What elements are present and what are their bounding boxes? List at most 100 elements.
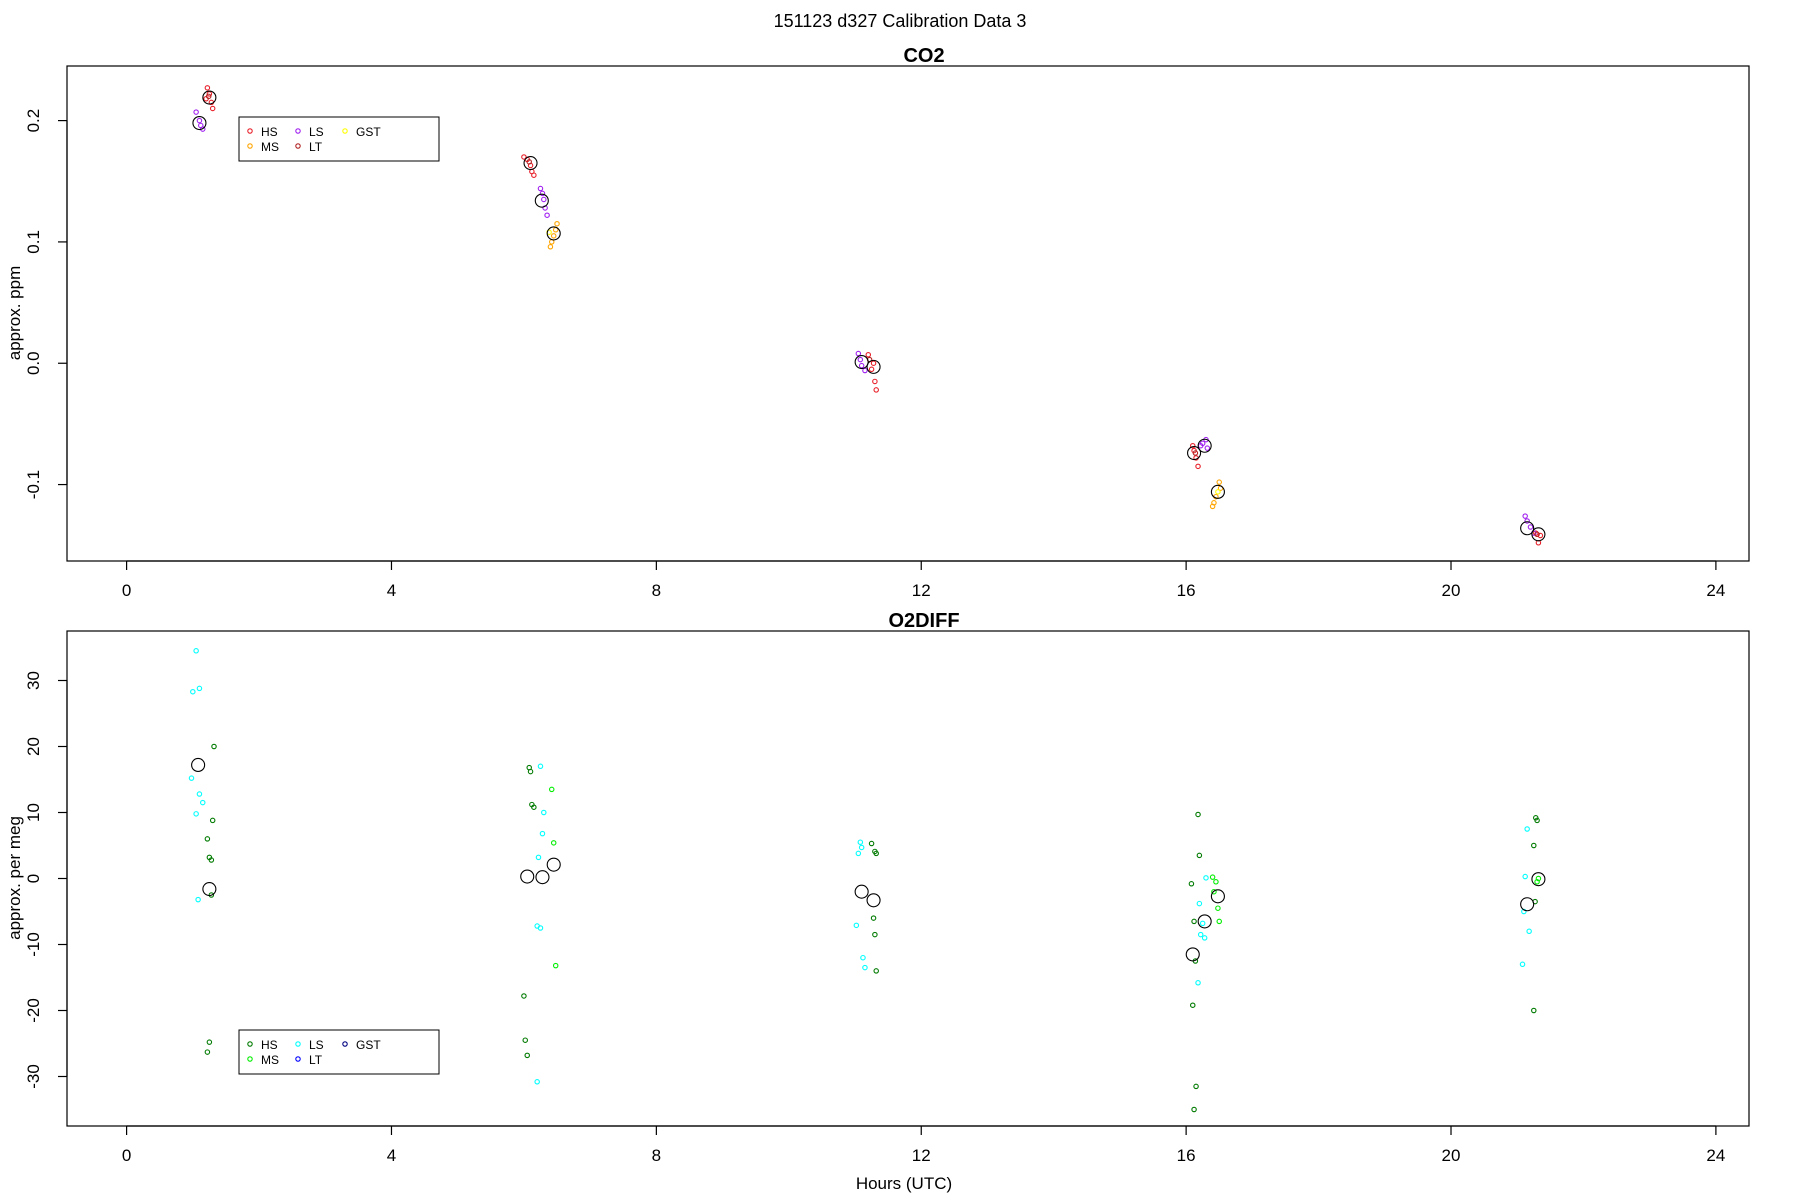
o2diff-x-tick-label: 24: [1706, 1146, 1725, 1165]
o2diff-point-ls: [539, 830, 546, 837]
co2-point-ls: [858, 362, 865, 369]
o2diff-point-ls: [1197, 931, 1204, 938]
o2diff-point-ls: [193, 648, 199, 654]
co2-x-tick-label: 0: [122, 581, 131, 600]
o2diff-point-ms: [1534, 879, 1540, 885]
co2-mean-marker: [202, 90, 217, 105]
o2diff-point-ls: [855, 850, 862, 857]
co2-mean-marker: [1520, 521, 1535, 536]
o2diff-point-ls: [860, 954, 866, 961]
co2-point-hs: [865, 351, 872, 358]
co2-legend-label-ms: MS: [261, 140, 279, 154]
o2diff-mean-marker: [191, 757, 206, 773]
o2diff-mean-marker: [520, 869, 535, 884]
co2-legend-label-ls: LS: [309, 125, 324, 139]
o2diff-point-ls: [1201, 935, 1208, 941]
co2-point-gst: [1215, 489, 1221, 495]
o2diff-y-tick-label: 10: [24, 803, 43, 822]
o2diff-point-hs: [1196, 852, 1203, 859]
co2-y-axis: -0.1 0.0 0.1 0.2: [24, 109, 68, 499]
o2diff-mean-marker: [535, 870, 550, 885]
co2-point-hs: [1533, 530, 1539, 536]
o2diff-x-tick-label: 8: [652, 1146, 661, 1165]
o2diff-panel: O2DIFF 0 4 8 12 16 20 24 -30 -20 -10 0 10 20 30 appr…: [5, 610, 1750, 1193]
o2diff-mean-marker: [1531, 872, 1546, 887]
co2-legend-symbol-lt: [295, 143, 301, 149]
o2diff-point-ls: [200, 799, 206, 806]
co2-point-ls: [1204, 445, 1211, 451]
o2diff-point-ls: [1519, 961, 1526, 968]
o2diff-point-hs: [872, 931, 878, 938]
co2-mean-marker: [534, 193, 549, 208]
co2-point-hs: [1195, 463, 1201, 470]
o2diff-point-ms: [1535, 875, 1542, 882]
o2diff-point-ls: [1203, 875, 1209, 881]
co2-point-ms: [1211, 500, 1217, 506]
o2diff-point-hs: [531, 804, 537, 810]
co2-x-tick-label: 16: [1177, 581, 1196, 600]
o2diff-mean-marker: [1520, 897, 1535, 912]
figure-title: 151123 d327 Calibration Data 3: [774, 11, 1027, 31]
co2-legend-label-gst: GST: [356, 125, 381, 139]
o2diff-point-hs: [1533, 815, 1539, 821]
co2-legend-symbol-hs: [247, 128, 253, 134]
o2diff-x-tick-label: 16: [1177, 1146, 1196, 1165]
o2diff-point-hs: [1534, 817, 1540, 824]
o2diff-legend-symbol-gst: [342, 1041, 348, 1047]
co2-y-tick-label: 0.0: [24, 351, 43, 375]
co2-point-ms: [1216, 479, 1222, 485]
co2-point-lt: [526, 159, 532, 165]
co2-point-ls: [537, 185, 544, 192]
o2diff-point-ls: [1522, 873, 1528, 880]
o2diff-point-hs: [522, 1037, 528, 1043]
co2-point-ms: [550, 233, 557, 239]
o2diff-point-hs: [211, 743, 217, 750]
co2-point-hs: [204, 85, 211, 91]
o2diff-y-tick-label: -10: [24, 932, 43, 957]
o2diff-point-ls: [190, 688, 196, 695]
o2diff-x-tick-label: 12: [912, 1146, 931, 1165]
o2diff-point-hs: [521, 993, 527, 999]
o2diff-point-ms: [1211, 888, 1217, 895]
o2diff-point-ls: [541, 809, 547, 816]
co2-point-lt: [1192, 450, 1199, 456]
co2-mean-marker: [866, 359, 881, 374]
co2-y-tick-label: 0.2: [24, 109, 43, 133]
co2-x-tick-label: 24: [1706, 581, 1725, 600]
co2-point-hs: [870, 360, 877, 366]
o2diff-point-hs: [209, 817, 216, 824]
o2diff-point-ls: [195, 896, 201, 903]
co2-mean-marker: [1197, 438, 1212, 453]
o2diff-point-hs: [873, 968, 879, 974]
co2-point-ls: [544, 212, 550, 218]
o2diff-x-tick-label: 0: [122, 1146, 131, 1165]
o2diff-legend-label-hs: HS: [261, 1038, 278, 1052]
o2diff-point-hs: [1191, 1106, 1197, 1113]
o2diff-legend-label-ms: MS: [261, 1053, 279, 1067]
co2-point-hs: [873, 387, 879, 393]
co2-point-ls: [541, 196, 547, 203]
o2diff-mean-marker: [546, 857, 561, 872]
o2diff-x-tick-label: 4: [387, 1146, 396, 1165]
co2-point-ls: [196, 117, 203, 124]
co2-point-hs: [531, 172, 537, 178]
co2-point-ls: [193, 109, 199, 115]
o2diff-legend-label-gst: GST: [356, 1038, 381, 1052]
o2diff-point-hs: [527, 768, 534, 775]
co2-mean-marker: [523, 156, 538, 171]
o2diff-panel-title: O2DIFF: [888, 610, 959, 632]
co2-point-ls: [855, 350, 862, 357]
o2diff-point-ls: [537, 925, 544, 931]
o2diff-point-hs: [524, 1052, 530, 1059]
o2diff-x-axis: 0 4 8 12 16 20 24: [122, 1125, 1725, 1165]
co2-x-tick-label: 20: [1442, 581, 1461, 600]
co2-point-hs: [872, 378, 878, 385]
co2-legend-symbol-ms: [247, 143, 253, 149]
co2-mean-marker: [546, 226, 561, 241]
co2-point-ls: [862, 367, 868, 374]
o2diff-point-hs: [870, 915, 877, 921]
co2-point-ls: [1522, 513, 1528, 519]
o2diff-point-ls: [534, 1079, 540, 1085]
co2-y-axis-label: approx. ppm: [5, 266, 24, 361]
